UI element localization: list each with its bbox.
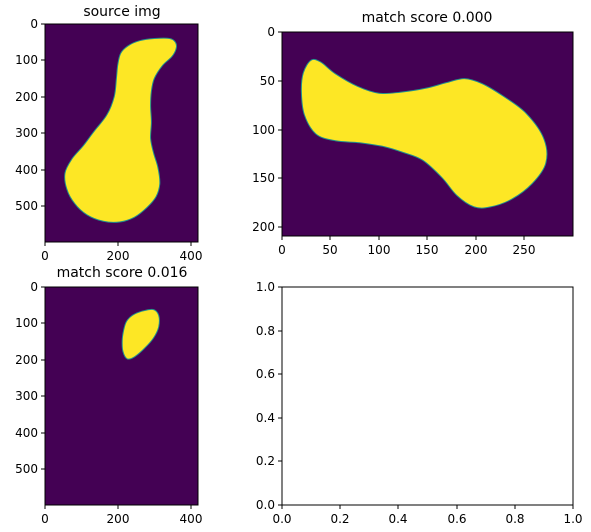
x-tick-label: 200 — [107, 512, 130, 526]
x-axis-ticks: 0.0 0.2 0.4 0.6 0.8 1.0 — [272, 505, 583, 526]
y-tick-label: 100 — [15, 53, 38, 67]
y-tick-label: 100 — [252, 123, 275, 137]
panel-match-score-0: match score 0.000 0 50 100 150 200 250 0… — [252, 10, 574, 257]
shape-blob — [64, 37, 177, 223]
x-tick-label: 0.0 — [272, 512, 291, 526]
y-tick-label: 100 — [15, 316, 38, 330]
x-tick-label: 400 — [180, 249, 203, 263]
x-tick-label: 0 — [41, 249, 49, 263]
y-tick-label: 500 — [15, 199, 38, 213]
image-background — [45, 287, 198, 505]
y-tick-label: 0.8 — [256, 324, 275, 338]
y-axis-ticks: 0 100 200 300 400 500 — [15, 280, 45, 476]
x-axis-ticks: 0 200 400 — [41, 242, 202, 263]
x-tick-label: 150 — [416, 243, 439, 257]
y-tick-label: 50 — [260, 74, 275, 88]
x-tick-label: 0.2 — [330, 512, 349, 526]
x-tick-label: 400 — [180, 512, 203, 526]
x-tick-label: 1.0 — [563, 512, 582, 526]
y-axis-ticks: 0 50 100 150 200 — [252, 25, 282, 234]
y-tick-label: 0.6 — [256, 367, 275, 381]
x-tick-label: 0.4 — [388, 512, 407, 526]
y-tick-label: 0 — [267, 25, 275, 39]
y-axis-ticks: 0.0 0.2 0.4 0.6 0.8 1.0 — [256, 280, 282, 512]
x-tick-label: 50 — [322, 243, 337, 257]
x-tick-label: 0.8 — [505, 512, 524, 526]
y-tick-label: 0 — [30, 17, 38, 31]
y-tick-label: 0.0 — [256, 498, 275, 512]
y-tick-label: 0 — [30, 280, 38, 294]
x-tick-label: 100 — [368, 243, 391, 257]
panel-source-img: source img 0 200 400 0 100 200 300 400 5… — [15, 4, 202, 263]
x-tick-label: 0 — [41, 512, 49, 526]
y-tick-label: 200 — [15, 353, 38, 367]
x-tick-label: 0.6 — [447, 512, 466, 526]
axes-frame — [281, 286, 574, 506]
y-tick-label: 400 — [15, 163, 38, 177]
x-tick-label: 200 — [107, 249, 130, 263]
x-axis-ticks: 0 50 100 150 200 250 — [278, 236, 535, 257]
y-tick-label: 300 — [15, 126, 38, 140]
y-tick-label: 200 — [252, 220, 275, 234]
panel-empty-axes: 0.0 0.2 0.4 0.6 0.8 1.0 0.0 0.2 0.4 0.6 … — [256, 280, 583, 526]
shape-blob — [121, 308, 160, 360]
panel-title-match-016: match score 0.016 — [57, 265, 188, 281]
shape-blob — [300, 58, 548, 209]
panel-title-match-0: match score 0.000 — [362, 10, 493, 26]
y-tick-label: 0.4 — [256, 411, 275, 425]
y-tick-label: 1.0 — [256, 280, 275, 294]
panel-match-score-016: match score 0.016 0 200 400 0 100 200 30… — [15, 265, 202, 526]
y-tick-label: 500 — [15, 462, 38, 476]
x-tick-label: 0 — [278, 243, 286, 257]
x-tick-label: 250 — [513, 243, 536, 257]
x-tick-label: 200 — [465, 243, 488, 257]
y-tick-label: 150 — [252, 171, 275, 185]
y-tick-label: 400 — [15, 426, 38, 440]
y-tick-label: 0.2 — [256, 454, 275, 468]
y-axis-ticks: 0 100 200 300 400 500 — [15, 17, 45, 213]
y-tick-label: 300 — [15, 389, 38, 403]
y-tick-label: 200 — [15, 90, 38, 104]
panel-title-source: source img — [83, 4, 160, 20]
x-axis-ticks: 0 200 400 — [41, 505, 202, 526]
